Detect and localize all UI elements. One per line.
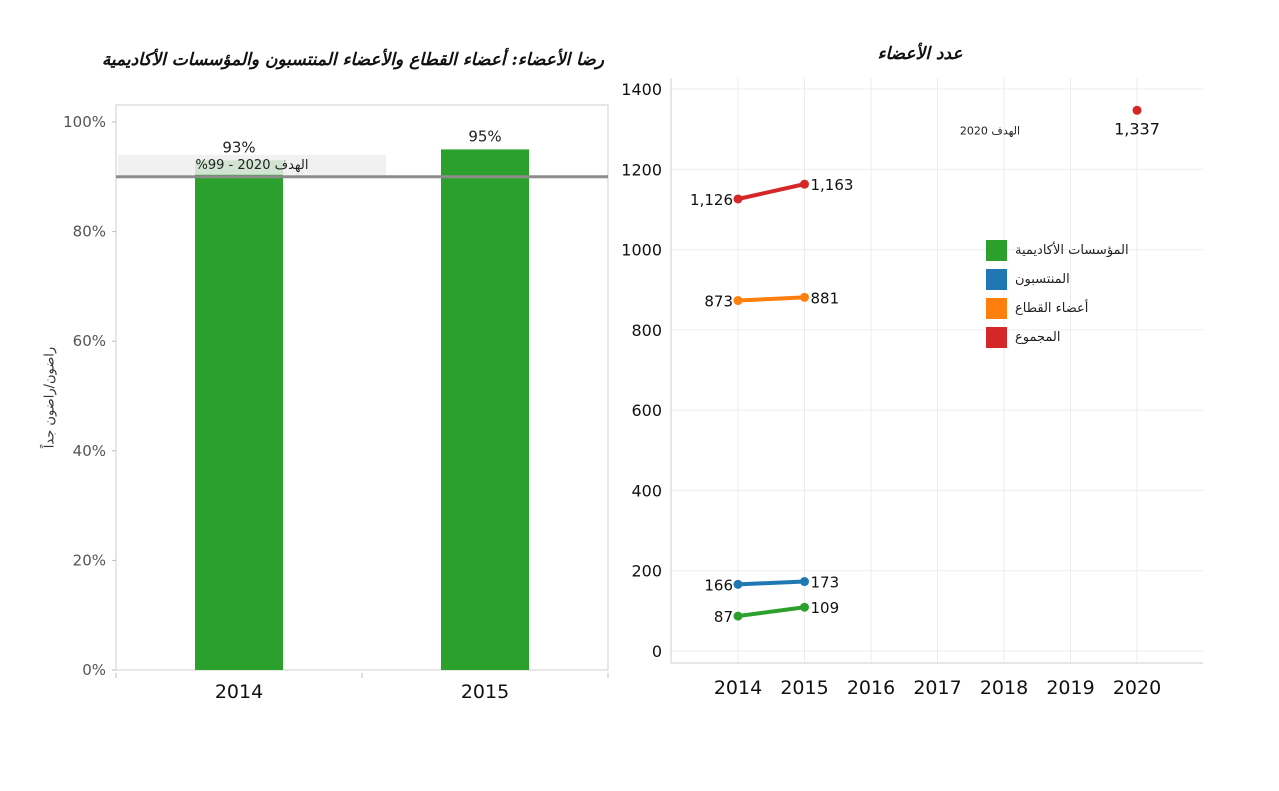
- satisfaction-bar-chart: 0% 20% 40% 60% 80% 100% 93% 2014 95% 2015 الهدف 20…: [63, 104, 609, 703]
- member-count-line-chart: 0 200 400 600 800 1000 1200 1400 2014 2015 2016 201…: [621, 78, 1203, 699]
- data-label-sector: 881: [811, 289, 840, 307]
- target-value-label: 1,337: [1114, 119, 1160, 138]
- y-tick-label: 400: [631, 481, 662, 500]
- x-tick-label: 2017: [913, 677, 961, 699]
- legend-swatch-academic: [986, 240, 1007, 261]
- series-line-sector: [737, 295, 805, 303]
- y-tick-label: 1000: [621, 241, 662, 260]
- target-label: الهدف 2020 - 99%: [196, 158, 309, 173]
- legend-item-sector: أعضاء القطاع: [986, 294, 1146, 323]
- bar-value-label: 95%: [468, 127, 501, 145]
- y-tick-label: 60%: [73, 332, 106, 350]
- x-tick-label: 2016: [847, 677, 895, 699]
- series-line-affiliates: [737, 579, 805, 587]
- y-tick-label: 100%: [63, 113, 106, 131]
- data-label-affiliates: 166: [704, 576, 733, 594]
- target-note-label: الهدف 2020: [960, 124, 1020, 137]
- data-label-total: 1,163: [811, 176, 854, 194]
- x-tick-label: 2019: [1046, 677, 1094, 699]
- x-tick-label: 2015: [461, 681, 509, 703]
- y-tick-label: 600: [631, 401, 662, 420]
- x-tick-label: 2015: [780, 677, 828, 699]
- point-total: [733, 194, 743, 204]
- data-label-academic: 109: [811, 599, 840, 617]
- x-tick-label: 2014: [714, 677, 762, 699]
- legend-label-sector: أعضاء القطاع: [1015, 301, 1089, 316]
- series-line-academic: [737, 605, 805, 619]
- y-tick-label: 200: [631, 562, 662, 581]
- series-line-total: [737, 182, 805, 201]
- point-affiliates: [800, 577, 809, 587]
- legend-item-academic: المؤسسات الأكاديمية: [986, 236, 1146, 265]
- y-tick-label: 80%: [73, 223, 106, 241]
- legend-item-affiliates: المنتسبون: [986, 265, 1146, 294]
- legend-item-total: المجموع: [986, 323, 1146, 352]
- y-tick-label: 800: [631, 321, 662, 340]
- y-tick-label: 1200: [621, 160, 662, 179]
- legend-label-affiliates: المنتسبون: [1015, 272, 1070, 287]
- point-affiliates: [733, 579, 743, 589]
- point-sector: [733, 296, 743, 306]
- line-chart-legend: المؤسسات الأكاديمية المنتسبون أعضاء القط…: [986, 236, 1146, 352]
- data-label-academic: 87: [714, 608, 733, 626]
- legend-swatch-affiliates: [986, 269, 1007, 290]
- data-label-affiliates: 173: [811, 574, 840, 592]
- point-total: [800, 179, 809, 189]
- data-label-sector: 873: [704, 293, 733, 311]
- x-tick-label: 2014: [215, 681, 263, 703]
- right-chart-title: عدد الأعضاء: [877, 44, 963, 64]
- data-label-total: 1,126: [690, 191, 733, 209]
- point-academic: [733, 611, 743, 621]
- x-tick-label: 2018: [980, 677, 1028, 699]
- point-sector: [800, 292, 809, 302]
- y-tick-label: 0%: [82, 661, 106, 679]
- bar-2014: [195, 160, 283, 671]
- legend-swatch-sector: [986, 298, 1007, 319]
- target-label-box: [118, 154, 386, 175]
- legend-swatch-total: [986, 327, 1007, 348]
- bar-value-label: 93%: [222, 138, 255, 156]
- legend-label-total: المجموع: [1015, 330, 1061, 345]
- bar-2015: [441, 149, 529, 670]
- y-tick-label: 20%: [73, 551, 106, 569]
- legend-label-academic: المؤسسات الأكاديمية: [1015, 243, 1129, 258]
- y-tick-label: 0: [652, 642, 662, 661]
- left-chart-title: رضا الأعضاء: أعضاء القطاع والأعضاء المنت…: [101, 50, 604, 70]
- x-tick-label: 2020: [1113, 677, 1161, 699]
- point-academic: [800, 602, 809, 612]
- y-tick-label: 40%: [73, 442, 106, 460]
- target-point: [1132, 105, 1142, 115]
- y-tick-label: 1400: [621, 80, 662, 99]
